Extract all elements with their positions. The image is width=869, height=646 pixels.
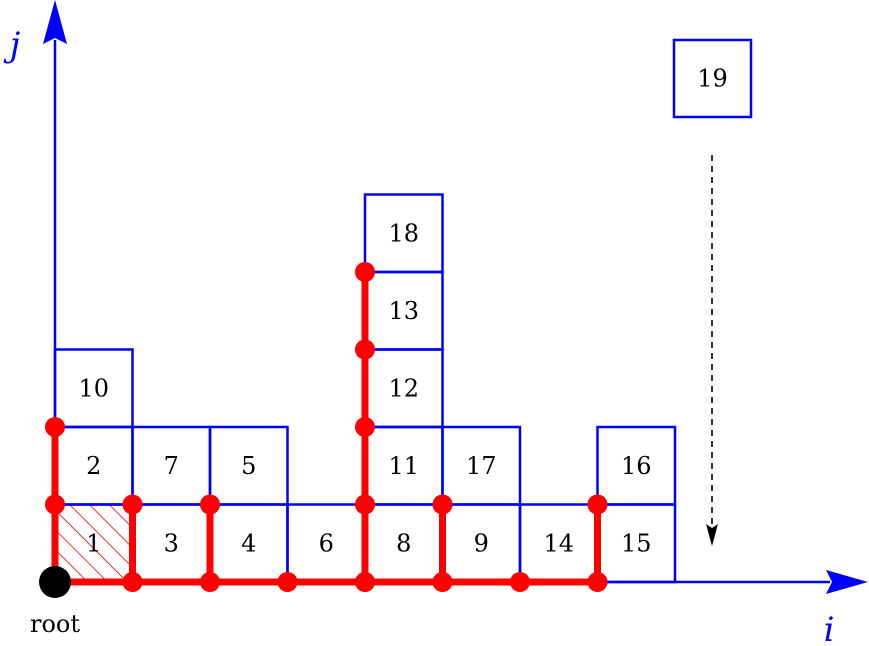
cell-box <box>53 348 134 429</box>
cell-box <box>208 425 289 506</box>
cell-label: 18 <box>388 219 419 247</box>
path-node <box>432 494 453 515</box>
cell-label: 11 <box>388 452 419 480</box>
cell-label: 16 <box>621 452 652 480</box>
cell-label: 1 <box>86 529 101 557</box>
cell-box <box>596 425 677 506</box>
cell-label: 4 <box>241 529 256 557</box>
path-node <box>200 572 220 592</box>
path-node <box>510 572 530 592</box>
cell-12: 12 <box>363 348 444 429</box>
cell-10: 10 <box>53 348 134 429</box>
cell-8: 8 <box>363 503 444 584</box>
path-node <box>587 572 608 592</box>
root-label: root <box>30 610 80 638</box>
path-node <box>355 494 375 515</box>
drop-arrowhead <box>706 524 718 546</box>
cell-label: 2 <box>86 452 101 480</box>
cell-box <box>441 425 522 506</box>
cell-6: 6 <box>286 503 367 584</box>
cell-15: 15 <box>596 503 677 584</box>
cell-17: 17 <box>441 425 522 506</box>
cell-3: 3 <box>131 503 212 584</box>
cell-label: 3 <box>164 529 179 557</box>
cell-label: 17 <box>466 452 497 480</box>
cell-16: 16 <box>596 425 677 506</box>
cell-label: 15 <box>621 529 652 557</box>
cell-label: 10 <box>78 374 109 402</box>
cell-9: 9 <box>441 503 522 584</box>
path-node <box>122 494 143 515</box>
path-node <box>122 572 143 592</box>
path-node <box>355 572 375 592</box>
path-node <box>355 339 375 360</box>
i-axis-label: i <box>824 610 835 646</box>
cell-label: 9 <box>474 529 489 557</box>
cell-5: 5 <box>208 425 289 506</box>
cell-label: 7 <box>164 452 179 480</box>
j-axis-label: j <box>3 25 21 65</box>
path-node <box>45 494 65 515</box>
j-axis-arrowhead <box>43 0 67 44</box>
path-node <box>200 494 220 515</box>
tree-path <box>45 262 608 592</box>
cell-4: 4 <box>208 503 289 584</box>
cell-2: 2 <box>53 425 134 506</box>
falling-cell-box <box>672 38 753 119</box>
cell-label: 13 <box>388 297 419 325</box>
path-node <box>277 572 298 592</box>
cell-1: 1 <box>53 503 134 584</box>
cell-label: 6 <box>319 529 334 557</box>
cell-18: 18 <box>363 193 444 274</box>
path-node <box>587 494 608 515</box>
cell-11: 11 <box>363 425 444 506</box>
cell-box <box>363 193 444 274</box>
cell-label: 12 <box>388 374 419 402</box>
cell-label: 8 <box>396 529 411 557</box>
falling-cell: 19 <box>672 38 753 119</box>
cell-label: 5 <box>241 452 256 480</box>
path-node <box>355 417 375 437</box>
cell-13: 13 <box>363 270 444 351</box>
hatch-fill <box>55 504 133 582</box>
path-node <box>45 417 65 437</box>
path-node <box>355 262 375 282</box>
path-node <box>432 572 453 592</box>
cell-7: 7 <box>131 425 212 506</box>
root-node <box>39 566 71 598</box>
falling-cell-label: 19 <box>697 65 728 93</box>
i-axis-arrowhead <box>826 570 868 594</box>
drop-arrow <box>706 155 718 546</box>
cell-label: 14 <box>543 529 574 557</box>
cell-14: 14 <box>518 503 599 584</box>
